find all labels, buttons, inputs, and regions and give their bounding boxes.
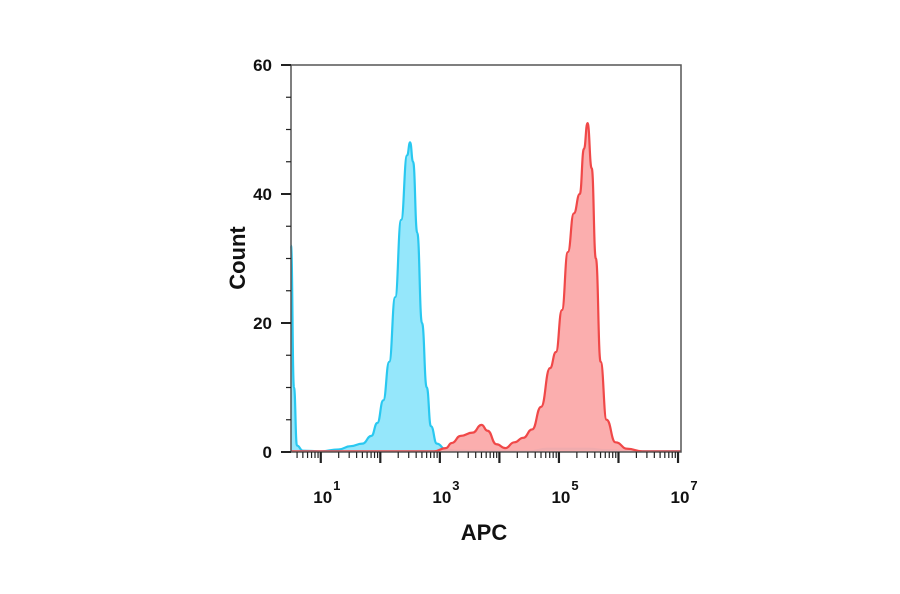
x-tick-label: 10: [671, 488, 690, 507]
y-tick-label: 60: [253, 56, 272, 75]
y-axis-title: Count: [225, 226, 250, 290]
x-tick-exponent: 3: [452, 478, 459, 493]
y-tick-label: 40: [253, 185, 272, 204]
x-tick-exponent: 5: [571, 478, 578, 493]
series-1-outline: [291, 121, 681, 453]
y-axis: 0 20 40 60: [253, 56, 291, 462]
x-tick-label: 10: [313, 488, 332, 507]
x-tick-label: 10: [551, 488, 570, 507]
x-axis-title: APC: [461, 520, 508, 545]
x-tick-exponent: 1: [333, 478, 340, 493]
x-tick-exponent: 7: [690, 478, 697, 493]
y-tick-label: 0: [263, 443, 272, 462]
y-tick-label: 20: [253, 314, 272, 333]
series-1-fill: [291, 123, 681, 453]
series-0-fill: [291, 142, 681, 452]
x-tick-label: 10: [432, 488, 451, 507]
